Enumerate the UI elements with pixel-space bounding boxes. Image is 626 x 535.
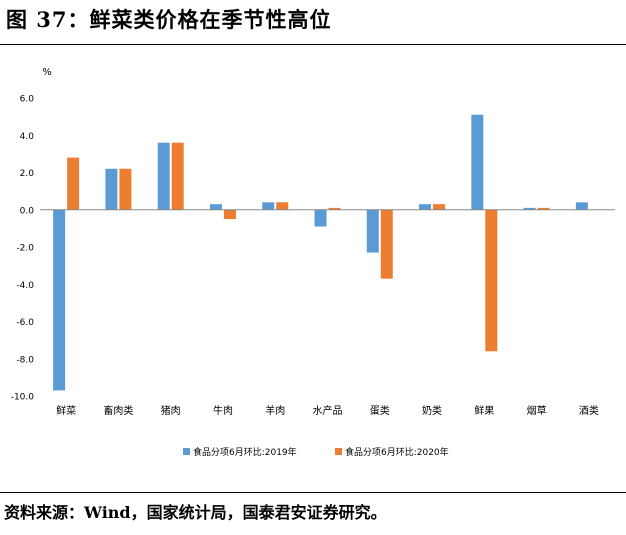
x-category-label: 蛋类 [370, 404, 390, 417]
bar-2019-8 [471, 114, 484, 210]
y-tick-label: -8.0 [16, 355, 34, 365]
figure-title: 图 37：鲜菜类价格在季节性高位 [6, 7, 332, 32]
bar-2019-9 [523, 207, 536, 210]
x-category-label: 奶类 [422, 404, 442, 417]
source-divider [0, 492, 626, 493]
x-category-label: 羊肉 [265, 404, 285, 417]
bar-2020-4 [276, 202, 289, 210]
x-category-label: 水产品 [313, 404, 343, 417]
x-category-label: 烟草 [527, 404, 547, 417]
bar-2020-3 [223, 209, 236, 220]
x-category-label: 猪肉 [161, 404, 181, 417]
x-category-label: 鲜菜 [56, 404, 76, 417]
y-axis: 6.0 4.0 2.0 0.0 -2.0 -4.0 -6.0 -8.0 -10.0 [11, 95, 35, 403]
bar-2019-0 [53, 209, 66, 391]
legend-label-1: 食品分项6月环比:2020年 [345, 446, 449, 458]
bar-2020-8 [485, 209, 498, 352]
bar-2020-2 [171, 142, 184, 210]
y-tick-label: 4.0 [20, 132, 35, 142]
legend-label-0: 食品分项6月环比:2019年 [193, 446, 297, 458]
bars [53, 114, 602, 391]
y-tick-label: 0.0 [20, 206, 35, 216]
x-category-label: 鲜果 [474, 404, 494, 417]
bar-2019-7 [419, 204, 432, 210]
bar-2019-3 [209, 204, 222, 210]
bar-2020-7 [433, 204, 446, 210]
source-note: 资料来源：Wind，国家统计局，国泰君安证券研究。 [4, 503, 387, 522]
bar-2019-10 [575, 202, 588, 210]
bar-2019-4 [262, 202, 275, 210]
title-divider [0, 44, 626, 45]
legend-swatch-1 [335, 448, 342, 455]
bar-2020-5 [328, 207, 341, 210]
x-axis-labels: 鲜菜 畜肉类 猪肉 牛肉 羊肉 水产品 蛋类 奶类 鲜果 烟草 酒类 [56, 404, 599, 417]
y-tick-label: -2.0 [16, 244, 34, 254]
legend: 食品分项6月环比:2019年 食品分项6月环比:2020年 [183, 446, 449, 458]
bar-2020-0 [67, 157, 80, 210]
bar-2020-6 [380, 209, 393, 279]
y-tick-label: -6.0 [16, 318, 34, 328]
bar-2019-1 [105, 168, 118, 210]
bar-2020-9 [537, 207, 550, 210]
y-unit-label: % [42, 67, 52, 78]
bar-2019-5 [314, 209, 327, 227]
x-category-label: 牛肉 [213, 404, 233, 417]
bar-2019-6 [366, 209, 379, 253]
y-tick-label: -10.0 [11, 393, 35, 403]
y-tick-label: 2.0 [20, 169, 35, 179]
y-tick-label: -4.0 [16, 281, 34, 291]
legend-swatch-0 [183, 448, 190, 455]
x-category-label: 酒类 [579, 404, 599, 417]
bar-chart: % 6.0 4.0 2.0 0.0 -2.0 -4.0 -6.0 -8.0 -10.0 鲜菜 畜肉… [11, 67, 615, 458]
y-tick-label: 6.0 [20, 95, 35, 105]
bar-2020-1 [119, 168, 132, 210]
bar-2019-2 [157, 142, 170, 210]
x-category-label: 畜肉类 [103, 404, 133, 417]
